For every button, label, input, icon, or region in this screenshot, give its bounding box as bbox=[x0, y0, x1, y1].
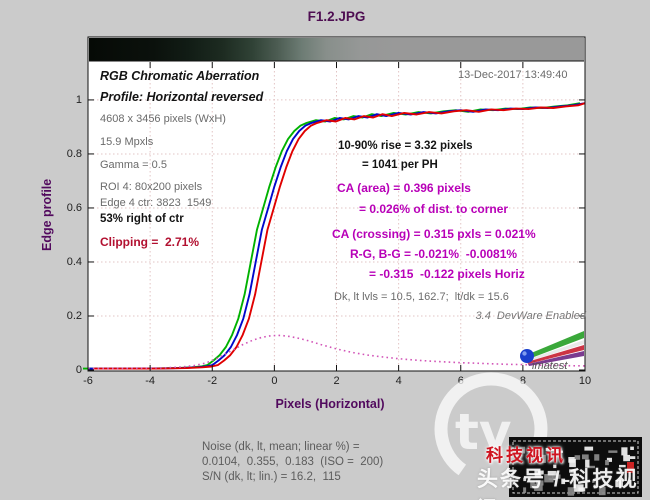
rise-line2: = 1041 per PH bbox=[362, 159, 438, 171]
position-of-ctr: 53% right of ctr bbox=[100, 213, 184, 225]
x-tick-label: -4 bbox=[145, 375, 156, 387]
ca-crossing: CA (crossing) = 0.315 pxls = 0.021% bbox=[332, 227, 536, 241]
dk-lt-levels: Dk, lt lvls = 10.5, 162.7; lt/dk = 15.6 bbox=[334, 291, 509, 303]
heading-rgb-ca: RGB Chromatic Aberration bbox=[100, 69, 260, 83]
noise-line2: 0.0104, 0.355, 0.183 (ISO = 200) bbox=[202, 456, 384, 468]
x-tick-label: 2 bbox=[333, 375, 340, 387]
timestamp: 13-Dec-2017 13:49:40 bbox=[458, 69, 568, 81]
rg-bg-percent: R-G, B-G = -0.021% -0.0081% bbox=[350, 247, 518, 261]
tv-logo-text: tv bbox=[455, 403, 512, 461]
image-dimensions: 4608 x 3456 pixels (WxH) bbox=[100, 113, 226, 125]
watermark-bottom-text: 头条号 / 科技视讯 bbox=[477, 468, 639, 500]
y-tick-label: 0.4 bbox=[66, 255, 82, 268]
imatest-logo-ball-highlight bbox=[522, 351, 527, 356]
red-edge-profile-curve bbox=[93, 102, 586, 370]
heading-profile: Profile: Horizontal reversed bbox=[100, 90, 264, 104]
x-tick-label: 6 bbox=[457, 375, 464, 387]
chart-title: F1.2.JPG bbox=[307, 9, 366, 24]
y-tick-label: 0 bbox=[75, 364, 82, 376]
test-chart-watermark bbox=[509, 437, 642, 497]
ca-area-line2: = 0.026% of dist. to corner bbox=[359, 202, 509, 216]
y-tick-label: 0.2 bbox=[66, 309, 82, 322]
imatest-logo-stripe-purple bbox=[528, 351, 584, 366]
x-axis-label: Pixels (Horizontal) bbox=[275, 397, 385, 411]
y-tick-label: 1 bbox=[75, 93, 82, 106]
x-tick-label: 4 bbox=[395, 375, 402, 387]
edge-center: Edge 4 ctr: 3823 1549 bbox=[100, 197, 212, 209]
rise-line1: 10-90% rise = 3.32 pixels bbox=[338, 140, 473, 152]
y-axis-label: Edge profile bbox=[40, 178, 55, 251]
x-tick-label: 0 bbox=[271, 375, 278, 387]
rg-bg-pixels: = -0.315 -0.122 pixels Horiz bbox=[369, 267, 525, 281]
y-tick-label: 0.8 bbox=[66, 147, 82, 160]
noise-line1: Noise (dk, lt, mean; linear %) = bbox=[202, 441, 360, 453]
gamma-value: Gamma = 0.5 bbox=[100, 159, 167, 171]
megapixels: 15.9 Mpxls bbox=[100, 136, 154, 148]
x-tick-label: 10 bbox=[578, 375, 592, 387]
ca-difference-curve bbox=[88, 334, 586, 370]
tone-gradient-bar bbox=[89, 38, 584, 61]
roi-info: ROI 4: 80x200 pixels bbox=[100, 181, 203, 193]
x-tick-label: -6 bbox=[83, 375, 93, 387]
x-tick-label: -2 bbox=[207, 375, 218, 387]
x-tick-label: 8 bbox=[519, 375, 526, 387]
imatest-logo-text: imatest bbox=[532, 360, 568, 372]
imatest-logo-stripe-gray bbox=[526, 340, 584, 362]
clipping-value: Clipping = 2.71% bbox=[100, 235, 200, 249]
ca-area-line1: CA (area) = 0.396 pixels bbox=[337, 181, 471, 195]
imatest-logo-stripe-red bbox=[527, 345, 584, 364]
y-tick-label: 0.6 bbox=[66, 201, 82, 214]
noise-line3: S/N (dk, lt; lin.) = 16.2, 115 bbox=[202, 471, 341, 483]
version-info: 3.4 DevWare Enabled bbox=[475, 310, 586, 322]
watermark-red-text: 科技视讯 bbox=[486, 446, 566, 465]
imatest-logo-stripe-green bbox=[524, 331, 584, 360]
